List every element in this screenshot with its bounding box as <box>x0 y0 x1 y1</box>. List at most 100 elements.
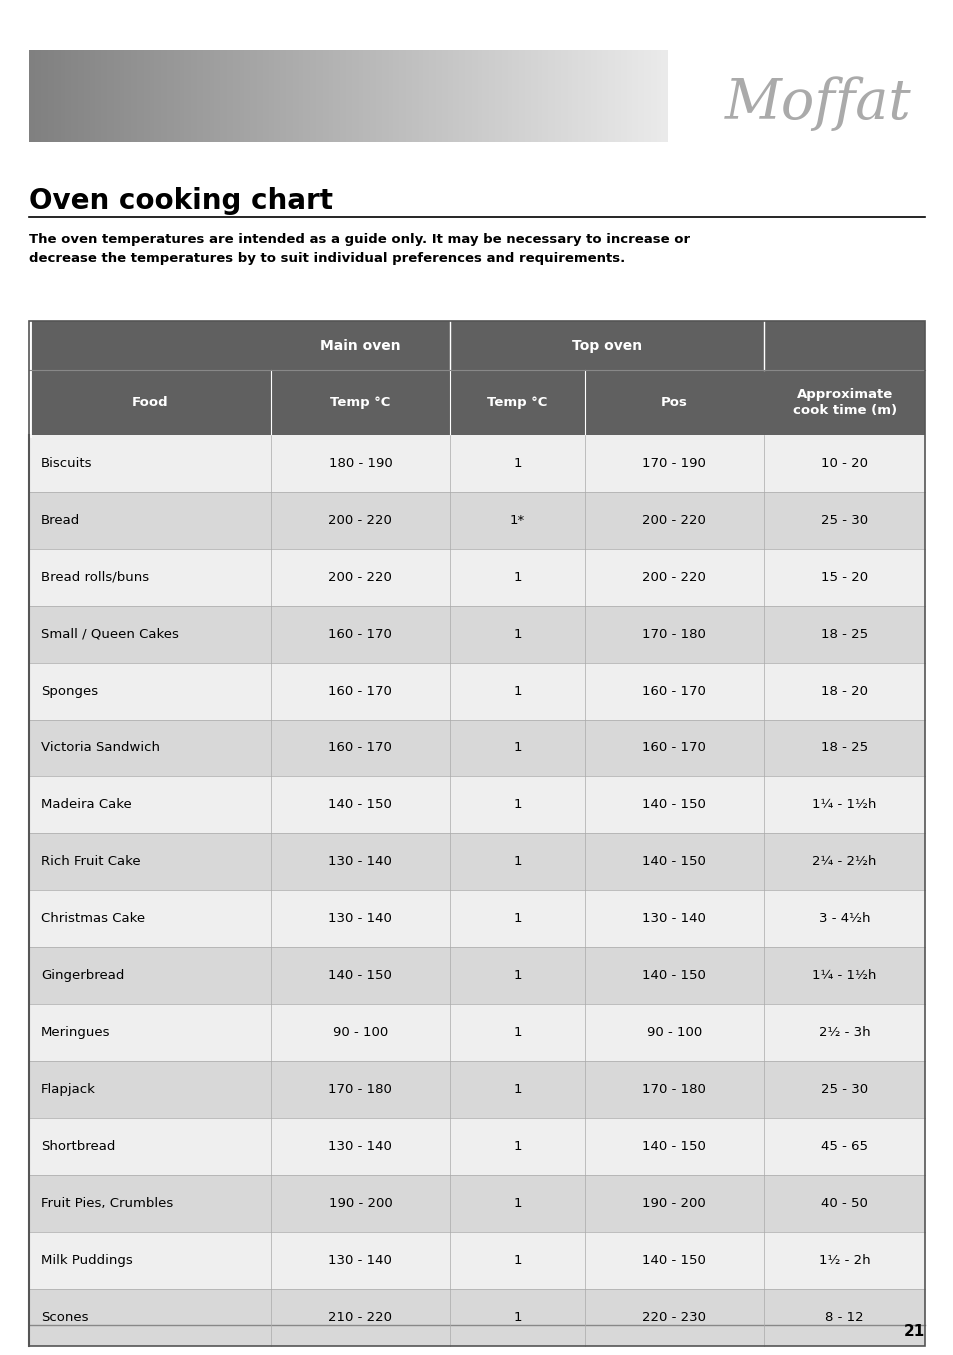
Text: 18 - 25: 18 - 25 <box>821 627 867 641</box>
Bar <box>660 50 663 142</box>
Bar <box>193 50 194 142</box>
Bar <box>479 50 482 142</box>
Bar <box>280 50 282 142</box>
Text: 140 - 150: 140 - 150 <box>641 798 705 812</box>
Bar <box>29 549 924 606</box>
Bar <box>301 50 303 142</box>
Bar <box>514 50 516 142</box>
Bar <box>484 50 486 142</box>
Text: Bread: Bread <box>41 514 80 527</box>
Text: Approximate
cook time (m): Approximate cook time (m) <box>792 388 896 417</box>
Bar <box>84 50 86 142</box>
Bar <box>254 50 256 142</box>
Text: 1¼ - 1½h: 1¼ - 1½h <box>812 969 876 982</box>
Bar <box>99 50 101 142</box>
Bar <box>638 50 639 142</box>
Bar <box>29 321 924 1346</box>
Bar <box>352 50 355 142</box>
Bar <box>105 50 108 142</box>
Bar <box>29 321 924 370</box>
Text: 18 - 20: 18 - 20 <box>821 684 867 698</box>
Bar <box>63 50 65 142</box>
Text: 45 - 65: 45 - 65 <box>821 1140 867 1153</box>
Bar <box>131 50 132 142</box>
Bar <box>314 50 316 142</box>
Text: 1: 1 <box>513 855 521 869</box>
Bar <box>44 50 46 142</box>
Bar <box>431 50 433 142</box>
Bar <box>618 50 620 142</box>
Bar <box>527 50 529 142</box>
Bar <box>108 50 110 142</box>
Text: Biscuits: Biscuits <box>41 457 92 470</box>
Bar <box>71 50 73 142</box>
Bar <box>237 50 239 142</box>
Bar <box>557 50 558 142</box>
Bar <box>252 50 254 142</box>
Bar <box>129 50 131 142</box>
Bar <box>169 50 172 142</box>
Bar <box>539 50 541 142</box>
Bar <box>127 50 129 142</box>
Bar <box>233 50 235 142</box>
Bar <box>239 50 241 142</box>
Bar <box>29 50 30 142</box>
Bar <box>377 50 379 142</box>
Text: 200 - 220: 200 - 220 <box>328 570 392 584</box>
Text: 140 - 150: 140 - 150 <box>641 1253 705 1267</box>
Bar <box>196 50 199 142</box>
Bar <box>156 50 158 142</box>
Bar <box>165 50 167 142</box>
Bar <box>275 50 277 142</box>
Text: 1: 1 <box>513 627 521 641</box>
Bar <box>350 50 352 142</box>
Text: Scones: Scones <box>41 1310 89 1324</box>
Bar <box>652 50 655 142</box>
Bar <box>122 50 124 142</box>
Bar <box>588 50 591 142</box>
Text: 1: 1 <box>513 1253 521 1267</box>
Bar <box>576 50 578 142</box>
Bar <box>491 50 493 142</box>
Bar <box>369 50 372 142</box>
Bar <box>291 50 293 142</box>
Bar <box>274 50 275 142</box>
Bar <box>294 50 296 142</box>
Bar <box>631 50 633 142</box>
Bar <box>56 50 58 142</box>
Bar <box>455 50 456 142</box>
Bar <box>648 50 650 142</box>
Bar <box>372 50 374 142</box>
Bar <box>403 50 405 142</box>
Bar <box>465 50 467 142</box>
Bar <box>35 50 37 142</box>
Text: Oven cooking chart: Oven cooking chart <box>29 187 333 215</box>
Text: 1: 1 <box>513 1026 521 1039</box>
Bar <box>476 50 477 142</box>
Bar <box>395 50 396 142</box>
Bar <box>424 50 427 142</box>
Bar <box>463 50 465 142</box>
Bar <box>558 50 560 142</box>
Bar <box>182 50 184 142</box>
Bar <box>657 50 659 142</box>
Bar <box>591 50 593 142</box>
Bar <box>416 50 418 142</box>
Bar <box>194 50 196 142</box>
Bar <box>29 1004 924 1061</box>
Bar <box>555 50 557 142</box>
Bar <box>186 50 189 142</box>
Bar <box>39 50 41 142</box>
Bar <box>50 50 52 142</box>
Bar <box>427 50 429 142</box>
Bar <box>152 50 154 142</box>
Text: 1: 1 <box>513 912 521 925</box>
Bar <box>213 50 216 142</box>
Bar <box>507 50 510 142</box>
Text: 160 - 170: 160 - 170 <box>328 741 392 755</box>
Text: Meringues: Meringues <box>41 1026 111 1039</box>
Bar <box>150 50 152 142</box>
Bar <box>46 50 48 142</box>
Bar <box>499 50 501 142</box>
Text: 8 - 12: 8 - 12 <box>824 1310 863 1324</box>
